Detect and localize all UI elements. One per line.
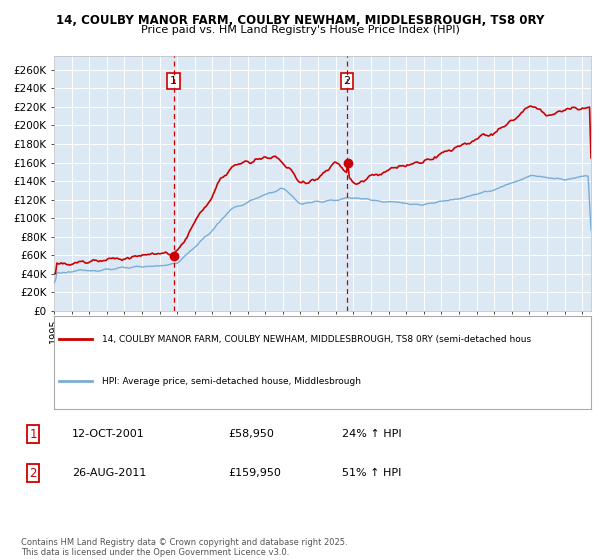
Text: £159,950: £159,950 <box>228 468 281 478</box>
Text: 51% ↑ HPI: 51% ↑ HPI <box>342 468 401 478</box>
Text: 26-AUG-2011: 26-AUG-2011 <box>72 468 146 478</box>
Text: 24% ↑ HPI: 24% ↑ HPI <box>342 429 401 439</box>
Text: 1: 1 <box>29 427 37 441</box>
Text: 2: 2 <box>344 76 351 86</box>
Text: 14, COULBY MANOR FARM, COULBY NEWHAM, MIDDLESBROUGH, TS8 0RY (semi-detached hous: 14, COULBY MANOR FARM, COULBY NEWHAM, MI… <box>103 335 532 344</box>
Text: HPI: Average price, semi-detached house, Middlesbrough: HPI: Average price, semi-detached house,… <box>103 376 361 386</box>
Text: 14, COULBY MANOR FARM, COULBY NEWHAM, MIDDLESBROUGH, TS8 0RY: 14, COULBY MANOR FARM, COULBY NEWHAM, MI… <box>56 14 544 27</box>
Text: Contains HM Land Registry data © Crown copyright and database right 2025.
This d: Contains HM Land Registry data © Crown c… <box>21 538 347 557</box>
Text: 12-OCT-2001: 12-OCT-2001 <box>72 429 145 439</box>
Text: 1: 1 <box>170 76 177 86</box>
Text: £58,950: £58,950 <box>228 429 274 439</box>
Text: 2: 2 <box>29 466 37 480</box>
Text: Price paid vs. HM Land Registry's House Price Index (HPI): Price paid vs. HM Land Registry's House … <box>140 25 460 35</box>
